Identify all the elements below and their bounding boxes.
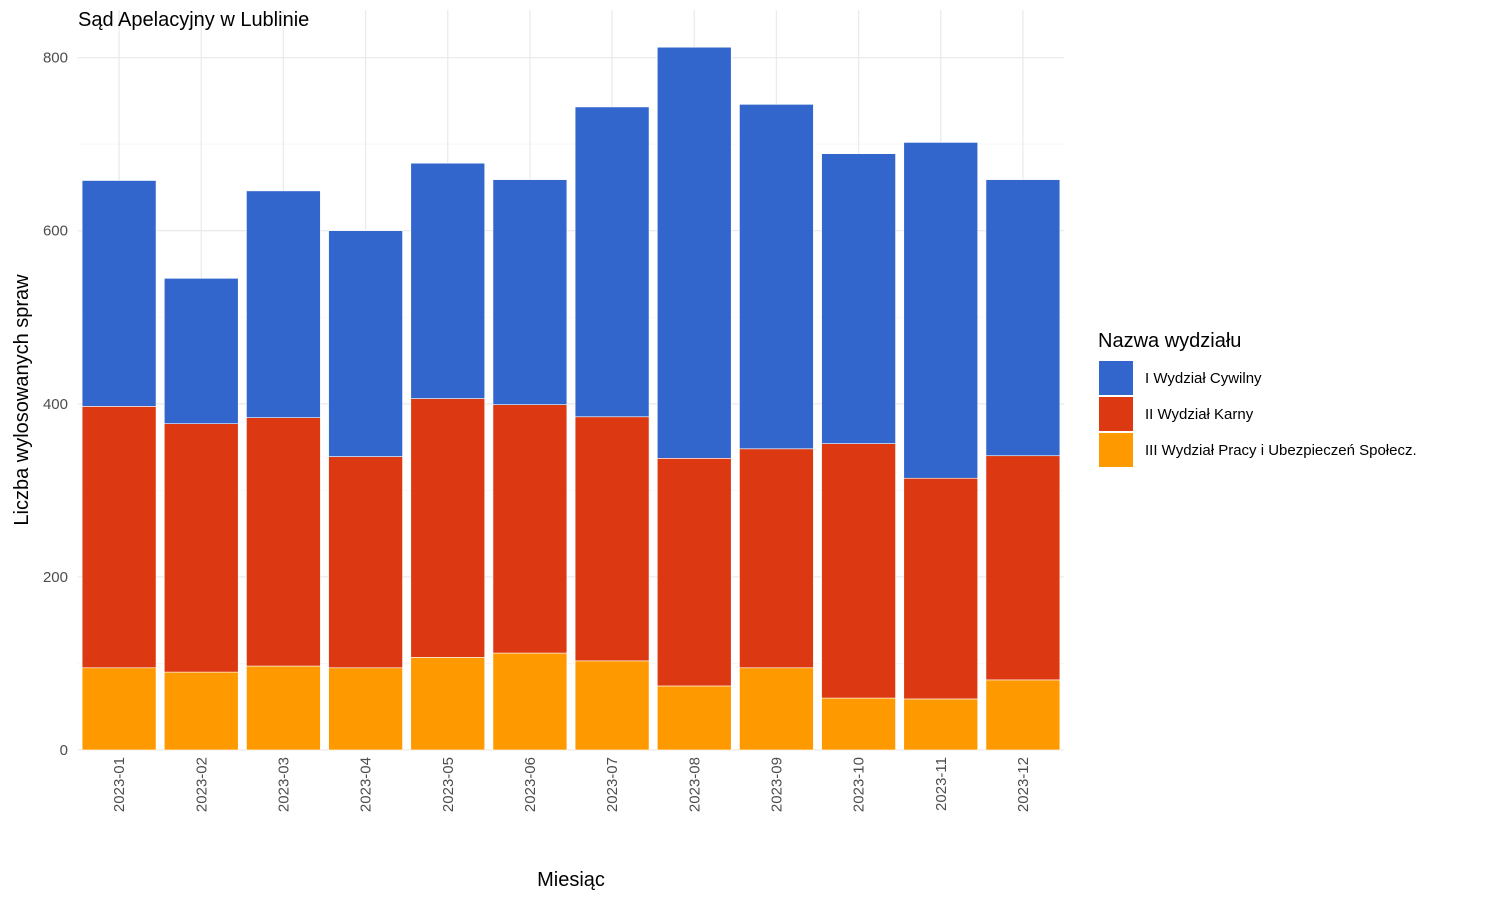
x-tick-label: 2023-05: [440, 757, 457, 812]
bar-segment-2023-06-i: [492, 179, 568, 405]
legend-label: I Wydział Cywilny: [1145, 370, 1262, 387]
y-axis-title: Liczba wylosowanych spraw: [11, 274, 33, 526]
bar-segment-2023-09-i: [739, 104, 814, 450]
bar-segment-2023-04-i: [328, 230, 403, 457]
bars: [81, 46, 1061, 751]
y-tick-label: 400: [43, 396, 68, 413]
bar-segment-2023-10-iii: [821, 697, 896, 751]
bar-segment-2023-11-i: [903, 142, 979, 479]
bar-segment-2023-12-iii: [985, 679, 1061, 751]
bar-segment-2023-01-iii: [81, 667, 157, 751]
x-tick-label: 2023-11: [933, 757, 950, 811]
x-tick-label: 2023-01: [111, 757, 128, 812]
bar-segment-2023-08-iii: [656, 685, 732, 751]
bar-segment-2023-07-ii: [574, 416, 650, 662]
bar-segment-2023-03-iii: [246, 665, 321, 751]
y-axis-ticks: 0 200 400 600 800: [43, 50, 68, 759]
legend-label: II Wydział Karny: [1145, 406, 1254, 423]
y-tick-label: 200: [43, 569, 68, 586]
x-tick-label: 2023-10: [851, 757, 868, 812]
bar-segment-2023-02-i: [163, 278, 239, 425]
bar-segment-2023-01-ii: [81, 406, 157, 669]
x-tick-label: 2023-06: [522, 757, 539, 812]
bar-segment-2023-03-i: [246, 190, 321, 418]
bar-segment-2023-10-i: [821, 153, 896, 444]
legend-title: Nazwa wydziału: [1098, 330, 1241, 352]
bar-segment-2023-09-ii: [739, 448, 814, 669]
bar-segment-2023-05-iii: [410, 657, 486, 751]
x-axis-title: Miesiąc: [537, 869, 605, 891]
bar-segment-2023-05-i: [410, 162, 486, 399]
bar-segment-2023-11-iii: [903, 698, 979, 751]
bar-segment-2023-04-iii: [328, 667, 403, 751]
x-tick-label: 2023-08: [686, 757, 703, 812]
y-tick-label: 600: [43, 223, 68, 240]
bar-segment-2023-09-iii: [739, 667, 814, 751]
legend-label: III Wydział Pracy i Ubezpieczeń Społecz.: [1145, 442, 1417, 459]
x-tick-label: 2023-07: [604, 757, 621, 812]
bar-segment-2023-01-i: [81, 180, 157, 407]
bar-segment-2023-04-ii: [328, 456, 403, 669]
bar-segment-2023-02-iii: [163, 671, 239, 751]
bar-segment-2023-08-ii: [656, 458, 732, 687]
bar-segment-2023-06-ii: [492, 404, 568, 654]
bar-segment-2023-12-ii: [985, 455, 1061, 681]
y-tick-label: 0: [60, 742, 68, 759]
bar-segment-2023-12-i: [985, 179, 1061, 457]
legend-swatch: [1099, 433, 1133, 467]
y-tick-label: 800: [43, 50, 68, 67]
chart-title: Sąd Apelacyjny w Lublinie: [78, 9, 309, 31]
bar-segment-2023-03-ii: [246, 417, 321, 667]
bar-segment-2023-10-ii: [821, 443, 896, 699]
legend: Nazwa wydziału I Wydział Cywilny II Wydzi…: [1098, 330, 1417, 467]
bar-segment-2023-07-iii: [574, 660, 650, 751]
legend-swatch: [1099, 361, 1133, 395]
bar-segment-2023-06-iii: [492, 652, 568, 751]
bar-segment-2023-02-ii: [163, 423, 239, 673]
x-tick-label: 2023-12: [1015, 757, 1032, 812]
bar-segment-2023-05-ii: [410, 398, 486, 658]
x-tick-label: 2023-09: [768, 757, 785, 812]
bar-segment-2023-08-i: [656, 46, 732, 459]
x-tick-label: 2023-04: [358, 757, 375, 812]
x-tick-label: 2023-02: [193, 757, 210, 812]
x-tick-label: 2023-03: [275, 757, 292, 812]
x-axis-ticks: 2023-01 2023-02 2023-03 2023-04 2023-05 2023-…: [111, 757, 1032, 812]
bar-segment-2023-11-ii: [903, 477, 979, 700]
bar-segment-2023-07-i: [574, 106, 650, 418]
legend-swatch: [1099, 397, 1133, 431]
